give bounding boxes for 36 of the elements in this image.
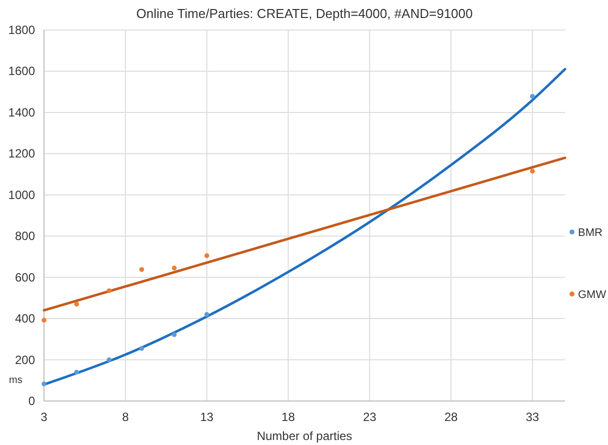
point — [42, 318, 46, 323]
point — [172, 266, 177, 270]
y-axis-title: ms — [9, 375, 22, 386]
legend-label: BMR — [578, 227, 602, 239]
legend-label: GMW — [578, 289, 607, 301]
point — [42, 382, 46, 386]
x-axis-title: Number of parties — [256, 429, 352, 443]
point — [172, 332, 177, 338]
point — [74, 302, 79, 307]
y-tick-label: 400 — [14, 312, 36, 326]
x-tick-label: 3 — [40, 410, 48, 424]
y-tick-label: 200 — [14, 352, 36, 367]
y-tick-label: 1400 — [8, 105, 36, 120]
y-tick-label: 0 — [28, 394, 36, 408]
x-tick-label: 8 — [122, 410, 130, 424]
point — [74, 370, 79, 375]
y-tick-label: 1800 — [8, 23, 36, 37]
point — [530, 168, 535, 174]
point — [106, 288, 112, 294]
point — [106, 357, 112, 362]
y-tick-label: 1000 — [8, 188, 36, 202]
point — [530, 94, 535, 99]
x-tick-label: 18 — [282, 410, 296, 424]
y-tick-label: 600 — [14, 270, 36, 284]
chart-title: Online Time/Parties: CREATE, Depth=4000, #AND=91000 — [136, 6, 473, 21]
x-tick-label: 33 — [526, 410, 540, 424]
point — [204, 312, 210, 317]
x-tick-label: 23 — [362, 410, 377, 424]
y-tick-label: 800 — [14, 229, 36, 244]
point — [204, 253, 210, 258]
point — [139, 267, 144, 272]
point — [139, 346, 144, 351]
x-tick-label: 28 — [444, 410, 458, 424]
y-tick-label: 1200 — [8, 146, 36, 161]
x-tick-label: 13 — [200, 410, 214, 424]
y-tick-label: 1600 — [8, 64, 36, 78]
